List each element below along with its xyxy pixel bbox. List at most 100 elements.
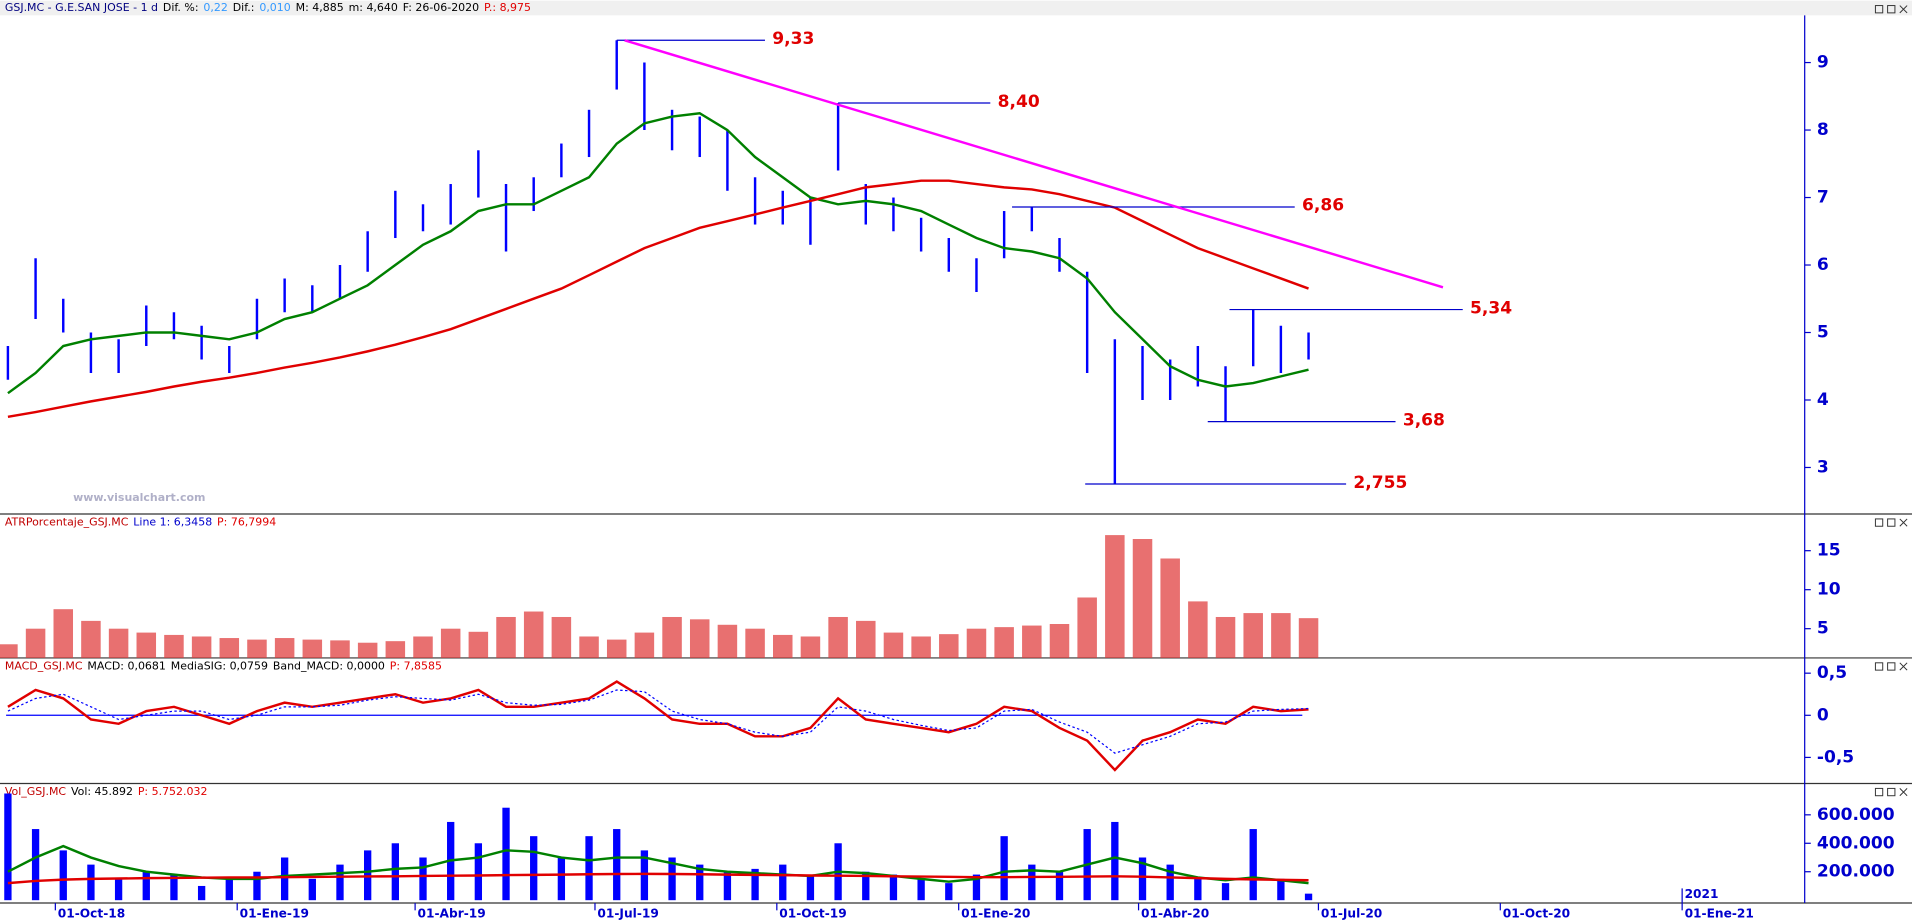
legend-entry: Dif.: [233,1,255,14]
bar [1249,829,1257,901]
bar [164,634,184,658]
legend-entry: Vol: 45.892 [71,785,133,798]
window-buttons[interactable] [1874,5,1908,14]
bar [911,636,931,658]
y-tick-label: 8 [1817,120,1829,140]
bar [336,864,344,901]
bar [136,632,157,658]
bar [330,640,350,658]
y-tick-label: 200.000 [1817,862,1895,882]
bar [1194,878,1202,901]
legend-entry: m: 4,640 [349,1,398,14]
legend-entry: ATRPorcentaje_GSJ.MC [5,516,129,529]
bar [1105,535,1125,658]
bar [31,829,40,901]
bar [280,857,289,901]
bar [25,628,46,658]
bar [1111,821,1119,901]
bar [87,864,95,901]
bar [662,616,682,658]
bar [170,874,178,901]
y-tick-label: 600.000 [1817,805,1895,825]
line-series [7,680,1309,772]
bar [994,627,1014,658]
window-buttons[interactable] [1874,662,1908,671]
bar [385,641,406,658]
bar [717,624,738,658]
bar [274,638,295,658]
legend-entry: Band_MACD: 0,0000 [273,659,385,672]
bar [696,864,704,901]
bar [53,609,74,658]
button [1874,518,1884,527]
legend-entry: P: 5.752.032 [138,785,208,798]
legend-entry: Dif. %: [163,1,199,14]
bar [1055,871,1064,901]
y-tick-label: 4 [1817,390,1829,410]
bar [253,871,261,901]
bar [4,793,12,901]
bar [440,628,461,658]
bar [551,616,572,658]
bar [225,878,233,901]
legend-entry: Line 1: 6,3458 [133,516,212,529]
bar [391,843,399,901]
button [1899,518,1908,527]
window-buttons[interactable] [1874,787,1908,797]
bar [579,636,599,658]
y-tick-label: 5 [1817,619,1829,639]
button[interactable] [1899,5,1908,14]
y-tick-label: 5 [1817,323,1829,343]
bar [972,874,981,901]
header: GSJ.MC - G.E.SAN JOSE - 1 d Dif. %: 0,22 Di… [5,1,531,14]
bar [302,639,323,658]
x-tick-label: 01-Ene-20 [961,907,1030,921]
panel-legend: Vol_GSJ.MC Vol: 45.892 P: 5.752.032 [5,785,208,798]
button [1887,662,1896,671]
level-label: 3,68 [1403,410,1445,430]
bar [779,864,787,901]
bar [889,874,898,901]
bar [219,638,240,658]
y-tick-label: 10 [1817,580,1841,600]
bar [723,871,732,901]
bar [474,843,483,901]
x-tick-label: 01-Jul-20 [1321,907,1382,921]
bar [883,632,904,658]
bar [751,868,759,901]
bar [357,642,378,658]
button[interactable] [1874,5,1884,14]
bar [1077,597,1097,658]
level-label: 2,755 [1353,473,1407,493]
legend-entry: 0,010 [259,1,290,14]
trendline [624,39,1444,289]
x-tick-label: 01-Oct-19 [779,907,846,921]
panel-legend: MACD_GSJ.MC MACD: 0,0681 MediaSIG: 0,0759 B… [5,659,442,672]
bar [1022,625,1042,658]
x-tick-label: 01-Oct-20 [1503,907,1570,921]
line-series [7,689,1309,754]
level-label: 5,34 [1470,298,1512,318]
bar [419,857,427,901]
level-label: 6,86 [1302,196,1344,216]
legend-entry: F: 26-06-2020 [403,1,479,14]
window-buttons[interactable] [1874,518,1908,527]
bar [613,829,621,901]
legend-entry: MACD_GSJ.MC [5,659,83,672]
x-tick-label: 01-Abr-19 [418,907,486,921]
bar [413,636,433,658]
legend-entry: P: 76,7994 [217,516,276,529]
legend-entry: P.: 8,975 [484,1,531,14]
bar [1000,836,1008,901]
legend-entry: P: 7,8585 [390,659,442,672]
bar [1049,624,1070,658]
bar [1160,558,1180,658]
x-tick-label: 01-Abr-20 [1141,907,1209,921]
bar [773,634,793,658]
button[interactable] [1887,5,1896,14]
y-tick-label: 15 [1817,541,1841,561]
bar [856,620,876,658]
bar [191,636,212,658]
button [1899,662,1908,671]
